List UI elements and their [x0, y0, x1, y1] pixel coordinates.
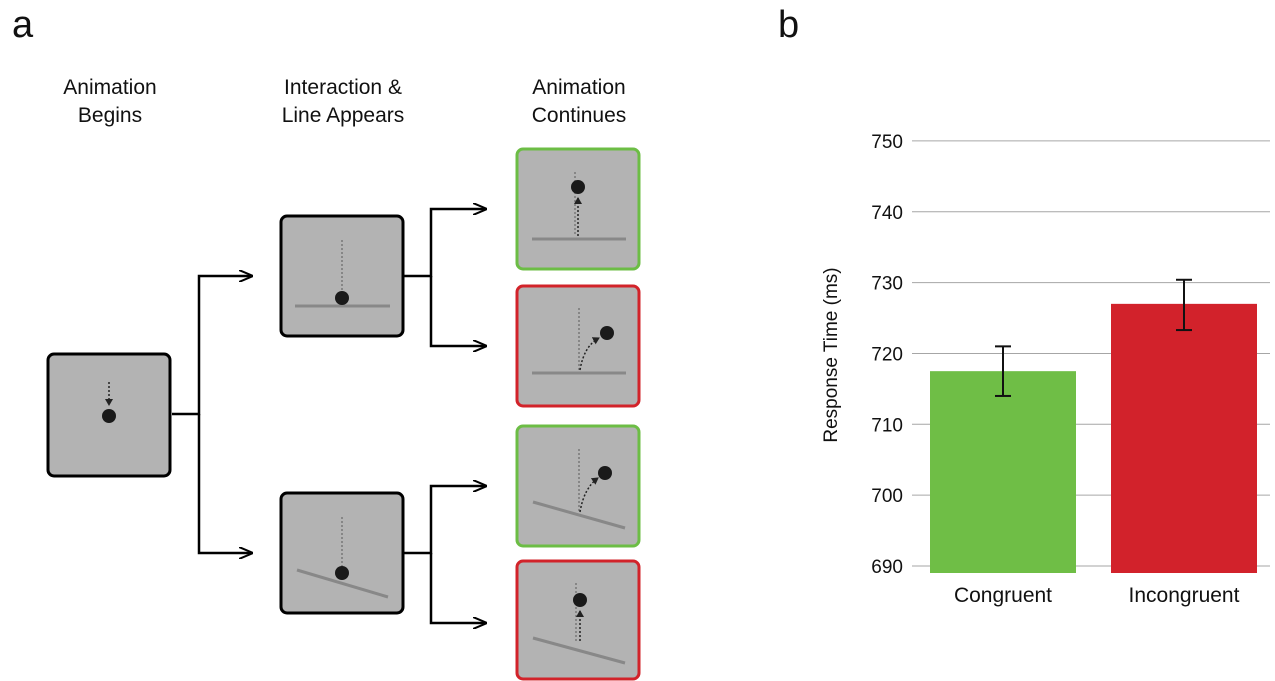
- flow-connectors: [172, 209, 486, 623]
- stimulus-box-start: [46, 352, 172, 478]
- column-title-line: Animation: [532, 76, 626, 99]
- ball-icon: [571, 180, 585, 194]
- paradigm-diagram: [46, 147, 641, 681]
- x-tick-label: Incongruent: [1129, 584, 1240, 607]
- column-title-line: Line Appears: [281, 104, 405, 127]
- outcome-box-congruent-2: [515, 424, 641, 548]
- column-title-animation-begins: Animation Begins: [10, 74, 210, 130]
- column-title-animation-continues: Animation Continues: [479, 74, 679, 130]
- panel-label-a: a: [12, 4, 34, 46]
- outcome-box-congruent-1: [515, 147, 641, 271]
- column-title-line: Animation: [63, 76, 157, 99]
- column-title-line: Continues: [531, 104, 627, 127]
- y-tick-label: 690: [871, 557, 903, 578]
- column-title-line: Interaction &: [284, 76, 402, 99]
- y-axis-label: Response Time (ms): [821, 267, 842, 442]
- ball-icon: [335, 291, 349, 305]
- chart-bars: [930, 303, 1257, 573]
- bar-incongruent: [1111, 303, 1257, 573]
- column-title-line: Begins: [77, 104, 143, 127]
- y-tick-label: 730: [871, 274, 903, 295]
- y-tick-label: 710: [871, 415, 903, 436]
- ball-icon: [102, 409, 116, 423]
- bar-congruent: [930, 371, 1076, 573]
- chart-gridlines: [912, 140, 1270, 567]
- stimulus-box-flat-line: [279, 214, 405, 338]
- y-tick-label: 700: [871, 486, 903, 507]
- ball-icon: [600, 326, 614, 340]
- x-tick-label: Congruent: [954, 584, 1052, 607]
- chart-error-bars: [995, 278, 1192, 397]
- outcome-box-incongruent-2: [515, 559, 641, 681]
- panel-label-b: b: [778, 4, 800, 46]
- ball-icon: [335, 566, 349, 580]
- ball-icon: [573, 593, 587, 607]
- column-title-interaction: Interaction & Line Appears: [243, 74, 443, 130]
- y-tick-label: 720: [871, 344, 903, 365]
- ball-icon: [598, 466, 612, 480]
- y-tick-label: 740: [871, 203, 903, 224]
- outcome-box-incongruent-1: [515, 284, 641, 408]
- y-tick-label: 750: [871, 132, 903, 153]
- stimulus-box-tilted-line: [279, 491, 405, 615]
- x-tick-labels: Congruent Incongruent: [954, 584, 1240, 607]
- y-tick-labels: 690 700 710 720 730 740 750: [871, 132, 903, 578]
